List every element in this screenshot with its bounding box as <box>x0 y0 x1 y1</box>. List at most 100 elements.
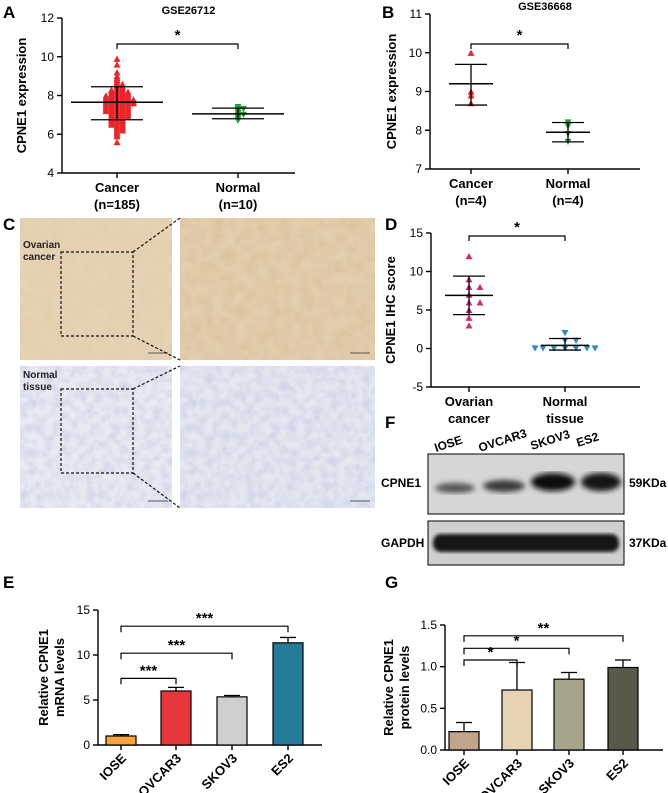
data-point <box>119 80 126 88</box>
zoom-lines <box>132 218 181 508</box>
data-point <box>465 252 473 260</box>
chart-title: GSE36668 <box>518 1 572 13</box>
y-tick-label: 5 <box>83 693 90 707</box>
significance-label: * <box>514 219 520 236</box>
blot-col-iose: IOSE <box>433 433 465 455</box>
significance-bracket <box>468 235 566 241</box>
x-tick-label: Normal (n=10) <box>216 180 261 212</box>
cpne1-blot <box>427 453 625 515</box>
y-tick-label: 10 <box>41 50 55 64</box>
significance-label: *** <box>168 637 186 654</box>
data-point <box>539 345 547 352</box>
significance-label: * <box>514 632 520 649</box>
data-point <box>572 337 580 344</box>
data-point <box>465 322 473 329</box>
data-point <box>591 345 599 352</box>
y-tick-label: 12 <box>41 11 55 25</box>
blot-col-skov3: SKOV3 <box>529 427 572 453</box>
data-point <box>531 345 539 352</box>
y-tick-label: 10 <box>409 46 423 60</box>
x-tick-label: Normal (n=4) <box>546 176 591 208</box>
blot-col-ovcar3: OVCAR3 <box>477 426 529 455</box>
significance-label: ** <box>538 620 550 637</box>
y-tick-label: 8 <box>47 89 54 103</box>
y-axis-label: Relative CPNE1mRNA levels <box>36 629 67 726</box>
significance-bracket <box>120 652 233 660</box>
data-point <box>113 72 121 80</box>
ovarian-cancer-label: Ovarian cancer <box>23 240 61 263</box>
bar <box>216 696 248 746</box>
ovarian-cancer-high-mag-image <box>180 218 375 360</box>
y-axis-label: Relative CPNE1protein levels <box>381 639 412 736</box>
significance-bracket <box>120 625 289 633</box>
significance-bracket <box>463 659 518 666</box>
blot-row-cpne1: CPNE1 <box>381 476 421 490</box>
blot-row-gapdh: GAPDH <box>381 536 424 550</box>
y-tick-label: 4 <box>47 166 54 180</box>
significance-bracket <box>463 647 570 655</box>
data-point <box>102 92 110 99</box>
x-tick-label: Ovarian cancer <box>445 394 493 426</box>
significance-label: *** <box>196 610 214 627</box>
data-point <box>113 138 121 146</box>
y-tick-label: 6 <box>47 127 54 141</box>
y-tick-label: 0.5 <box>420 701 437 715</box>
x-tick-label: Normal tissue <box>543 394 588 426</box>
y-axis-label: CPNE1 IHC score <box>383 256 398 364</box>
normal-tissue-low-mag-image <box>20 366 172 508</box>
y-tick-label: 15 <box>77 603 91 617</box>
bar <box>272 642 304 746</box>
data-point <box>476 299 484 306</box>
y-tick-label: 0 <box>83 738 90 752</box>
blot-row-cpne1-size: 59KDa <box>629 476 667 490</box>
y-tick-label: -5 <box>412 380 423 394</box>
x-tick-label: Cancer (n=185) <box>94 180 140 212</box>
zoom-region-box <box>60 388 134 474</box>
significance-bracket <box>470 43 569 49</box>
data-point <box>561 329 569 337</box>
data-point <box>108 86 115 93</box>
bar <box>501 689 533 751</box>
data-point <box>130 96 137 103</box>
blot-col-es2: ES2 <box>575 429 601 449</box>
data-point <box>467 49 475 56</box>
data-point <box>113 69 121 76</box>
histology-panel: Ovarian cancer Normal tissue <box>20 218 375 508</box>
significance-label: * <box>488 644 494 661</box>
data-point <box>572 345 580 352</box>
bar <box>160 690 192 746</box>
y-tick-label: 7 <box>415 162 422 176</box>
significance-bracket <box>116 43 239 49</box>
significance-bracket <box>463 635 624 642</box>
x-tick-label: Cancer (n=4) <box>449 176 493 208</box>
y-tick-label: 15 <box>410 226 424 240</box>
significance-label: * <box>175 27 181 44</box>
y-tick-label: 9 <box>415 85 422 99</box>
data-point <box>113 61 121 68</box>
y-tick-label: 11 <box>410 7 423 21</box>
y-axis-label: CPNE1 expression <box>14 38 29 154</box>
data-point <box>550 345 558 352</box>
y-tick-label: 10 <box>77 648 91 662</box>
y-axis-label: CPNE1 expression <box>384 34 399 150</box>
normal-tissue-high-mag-image <box>180 366 375 508</box>
data-point <box>583 345 591 352</box>
normal-tissue-label: Normal tissue <box>23 370 58 393</box>
zoom-region-box <box>60 251 134 337</box>
y-tick-label: 8 <box>415 123 422 137</box>
y-tick-label: 5 <box>416 303 423 317</box>
chart-title: GSE26712 <box>162 5 216 17</box>
data-point <box>124 88 132 95</box>
bar <box>553 678 585 751</box>
blot-row-gapdh-size: 37KDa <box>629 536 667 550</box>
significance-label: *** <box>140 662 158 679</box>
significance-label: * <box>517 27 523 44</box>
y-tick-label: 1.5 <box>420 618 437 632</box>
significance-bracket <box>120 677 177 685</box>
